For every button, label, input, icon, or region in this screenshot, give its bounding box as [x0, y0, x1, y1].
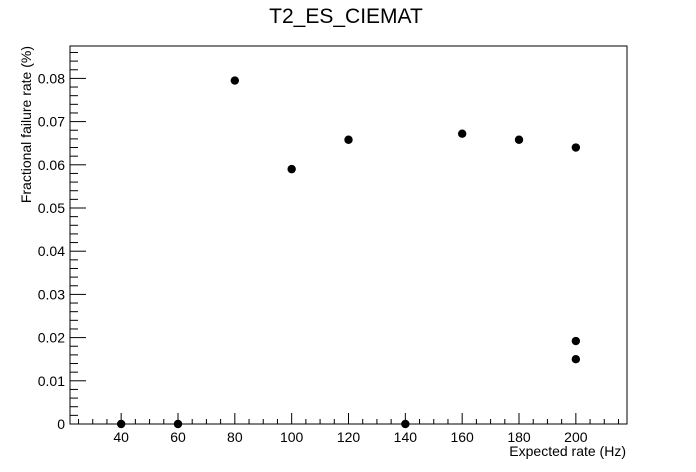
data-point: [287, 164, 296, 174]
x-tick-label: 60: [170, 429, 186, 445]
data-points: [116, 76, 581, 429]
data-point: [571, 143, 581, 152]
y-tick-label: 0.06: [38, 157, 65, 173]
y-tick-label: 0.01: [38, 373, 65, 389]
x-tick-label: 160: [450, 429, 474, 445]
x-tick-label: 120: [337, 429, 361, 445]
axis-ticks: [70, 51, 619, 425]
x-axis-label: Expected rate (Hz): [509, 443, 626, 459]
data-point: [514, 135, 524, 144]
y-tick-label: 0.05: [38, 200, 65, 216]
y-tick-label: 0.02: [38, 330, 65, 346]
y-tick-label: 0.04: [38, 243, 65, 259]
data-point: [571, 355, 581, 364]
data-point: [457, 129, 467, 138]
y-tick-label: 0.08: [38, 70, 65, 86]
x-tick-label: 180: [507, 429, 531, 445]
chart-title: T2_ES_CIEMAT: [269, 5, 423, 28]
data-point: [230, 76, 240, 85]
x-tick-label: 140: [394, 429, 418, 445]
x-tick-labels: 40 60 80 100 120 140 160 180 200: [113, 429, 587, 445]
y-tick-label: 0: [57, 416, 65, 432]
y-tick-labels: 0 0.01 0.02 0.03 0.04 0.05 0.06 0.07 0.08: [38, 70, 65, 432]
data-point: [571, 336, 581, 346]
data-point: [116, 419, 126, 429]
y-tick-label: 0.07: [38, 114, 65, 130]
data-point: [173, 419, 183, 429]
x-tick-label: 40: [113, 429, 129, 445]
data-point: [344, 135, 353, 144]
y-axis-label: Fractional failure rate (%): [18, 46, 34, 203]
y-tick-label: 0.03: [38, 286, 65, 302]
x-tick-label: 100: [280, 429, 304, 445]
x-tick-label: 80: [227, 429, 243, 445]
x-tick-label: 200: [564, 429, 588, 445]
data-point: [401, 419, 410, 429]
